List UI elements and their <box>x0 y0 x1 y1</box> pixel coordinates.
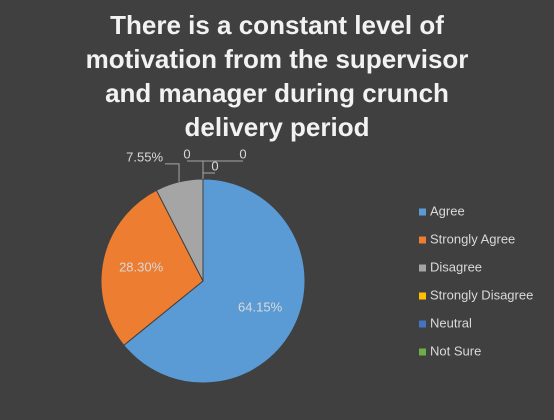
legend-label: Neutral <box>430 315 472 330</box>
data-label: 0 <box>183 146 190 161</box>
data-label: 7.55% <box>126 149 163 164</box>
legend-label: Not Sure <box>430 343 481 358</box>
data-label: 0 <box>239 146 246 161</box>
leader-line <box>165 163 180 182</box>
chart-title: There is a constant level of motivation … <box>85 10 469 142</box>
data-label: 64.15% <box>238 300 283 315</box>
title-box: There is a constant level of motivation … <box>85 10 469 142</box>
pie-slice <box>100 189 204 346</box>
data-label: 0 <box>211 158 218 173</box>
pie-slice <box>123 178 306 384</box>
legend-swatch <box>419 320 426 328</box>
legend-label: Strongly Disagree <box>430 287 533 302</box>
data-label: 28.30% <box>119 259 164 274</box>
legend-swatch <box>419 348 426 356</box>
legend-label: Agree <box>430 203 465 218</box>
legend-swatch <box>419 292 426 300</box>
leader-line <box>202 160 243 179</box>
legend-swatch <box>419 208 426 216</box>
legend-swatch <box>419 236 426 244</box>
legend-swatch <box>419 264 426 272</box>
legend-label: Disagree <box>430 259 482 274</box>
legend-label: Strongly Agree <box>430 231 515 246</box>
